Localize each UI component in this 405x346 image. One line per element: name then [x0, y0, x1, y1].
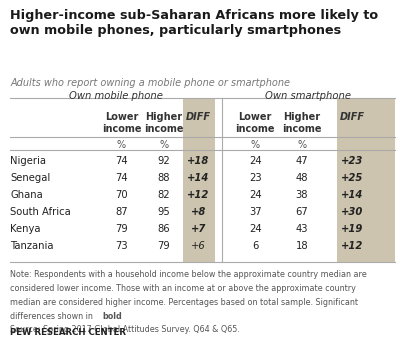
Text: bold: bold	[102, 311, 122, 320]
Text: income: income	[282, 124, 322, 134]
Text: 87: 87	[115, 207, 128, 217]
Text: 74: 74	[115, 173, 128, 183]
Text: South Africa: South Africa	[10, 207, 71, 217]
Text: +23: +23	[341, 156, 364, 166]
Text: +7: +7	[191, 224, 206, 234]
Text: %: %	[160, 140, 168, 150]
Text: income: income	[235, 124, 275, 134]
Text: 24: 24	[249, 190, 262, 200]
Text: Lower: Lower	[239, 112, 272, 122]
Text: 70: 70	[115, 190, 128, 200]
Text: +14: +14	[341, 190, 364, 200]
Text: Source: Spring 2017 Global Attitudes Survey. Q64 & Q65.: Source: Spring 2017 Global Attitudes Sur…	[10, 325, 240, 334]
Text: Own smartphone: Own smartphone	[265, 91, 352, 101]
Text: 67: 67	[295, 207, 308, 217]
Text: Lower: Lower	[105, 112, 138, 122]
Text: 47: 47	[295, 156, 308, 166]
Text: 18: 18	[295, 241, 308, 251]
Text: Higher-income sub-Saharan Africans more likely to
own mobile phones, particularl: Higher-income sub-Saharan Africans more …	[10, 9, 378, 37]
Text: 38: 38	[296, 190, 308, 200]
Text: 86: 86	[158, 224, 171, 234]
Text: +14: +14	[187, 173, 210, 183]
Text: Higher: Higher	[145, 112, 183, 122]
Text: 79: 79	[158, 241, 171, 251]
Text: Note: Respondents with a household income below the approximate country median a: Note: Respondents with a household incom…	[10, 270, 367, 279]
Text: 79: 79	[115, 224, 128, 234]
Text: PEW RESEARCH CENTER: PEW RESEARCH CENTER	[10, 328, 126, 337]
Text: 92: 92	[158, 156, 171, 166]
Text: Kenya: Kenya	[10, 224, 40, 234]
Text: DIFF: DIFF	[340, 112, 365, 122]
Text: %: %	[297, 140, 306, 150]
Text: 43: 43	[296, 224, 308, 234]
Text: +12: +12	[187, 190, 210, 200]
Text: .: .	[118, 311, 121, 320]
Text: 82: 82	[158, 190, 171, 200]
Text: DIFF: DIFF	[186, 112, 211, 122]
Text: Ghana: Ghana	[10, 190, 43, 200]
Text: 24: 24	[249, 224, 262, 234]
Text: +30: +30	[341, 207, 364, 217]
Text: income: income	[144, 124, 184, 134]
Text: Nigeria: Nigeria	[10, 156, 46, 166]
Text: Tanzania: Tanzania	[10, 241, 53, 251]
Text: +25: +25	[341, 173, 364, 183]
Text: +18: +18	[187, 156, 210, 166]
Text: +8: +8	[191, 207, 206, 217]
Text: Own mobile phone: Own mobile phone	[69, 91, 163, 101]
Text: 88: 88	[158, 173, 170, 183]
Text: +6: +6	[191, 241, 206, 251]
Text: Senegal: Senegal	[10, 173, 50, 183]
Text: 23: 23	[249, 173, 262, 183]
Text: Adults who report owning a mobile phone or smartphone: Adults who report owning a mobile phone …	[10, 78, 290, 88]
Text: 48: 48	[296, 173, 308, 183]
Text: 74: 74	[115, 156, 128, 166]
Text: median are considered higher income. Percentages based on total sample. Signific: median are considered higher income. Per…	[10, 298, 358, 307]
Text: 73: 73	[115, 241, 128, 251]
Text: considered lower income. Those with an income at or above the approximate countr: considered lower income. Those with an i…	[10, 284, 356, 293]
Text: differences shown in: differences shown in	[10, 311, 96, 320]
Text: Higher: Higher	[283, 112, 320, 122]
Text: 24: 24	[249, 156, 262, 166]
Text: +12: +12	[341, 241, 364, 251]
Text: income: income	[102, 124, 141, 134]
Text: %: %	[251, 140, 260, 150]
Text: 37: 37	[249, 207, 262, 217]
Text: 95: 95	[158, 207, 171, 217]
Text: +19: +19	[341, 224, 364, 234]
Text: %: %	[117, 140, 126, 150]
Text: 6: 6	[252, 241, 258, 251]
